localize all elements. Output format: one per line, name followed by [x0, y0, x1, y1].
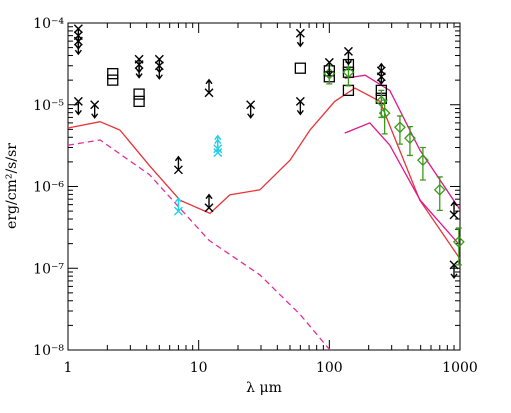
error-bar — [396, 115, 403, 145]
square-marker — [107, 74, 119, 86]
lower-limit — [449, 200, 459, 220]
lower-limit — [204, 193, 214, 213]
error-bar — [381, 99, 388, 135]
lower-limit — [173, 196, 183, 216]
square-marker — [133, 88, 145, 100]
y-tick-label: 10⁻⁸ — [33, 343, 64, 359]
lower-limit — [213, 138, 223, 158]
upper-limit — [343, 46, 353, 66]
y-tick-label: 10⁻⁴ — [33, 16, 64, 32]
upper-limit — [324, 57, 334, 77]
y-tick-label: 10⁻⁶ — [33, 180, 64, 196]
model-curve — [68, 139, 331, 350]
square-marker — [107, 68, 119, 80]
x-tick-label: 10 — [190, 360, 208, 376]
model-curve — [68, 87, 460, 260]
y-tick-label: 10⁻⁷ — [33, 261, 64, 277]
error-bar — [406, 125, 413, 157]
error-bar — [345, 61, 352, 87]
upper-limit — [73, 31, 83, 50]
model-curve — [344, 74, 460, 211]
upper-limit — [90, 100, 100, 119]
diamond-marker — [452, 235, 465, 248]
x-axis-label: λ μm — [246, 380, 282, 396]
diamond-marker — [378, 107, 391, 120]
diamond-marker — [342, 66, 355, 79]
x-tick-label: 1000 — [442, 360, 478, 376]
square-marker — [133, 95, 145, 108]
diamond-marker — [433, 183, 446, 196]
upper-limit — [295, 96, 305, 116]
x-tick-label: 1 — [64, 360, 73, 376]
lower-limit — [173, 155, 183, 175]
x-tick-label: 100 — [316, 360, 343, 376]
square-marker — [294, 62, 306, 74]
error-bar — [436, 176, 443, 212]
upper-limit — [73, 24, 83, 43]
diamond-marker — [416, 154, 429, 167]
diamond-marker — [394, 121, 406, 134]
upper-limit — [134, 60, 144, 79]
upper-limit — [154, 61, 164, 80]
upper-limit — [154, 54, 164, 74]
upper-limit — [73, 96, 83, 116]
upper-limit — [73, 36, 83, 56]
upper-limit — [246, 100, 256, 119]
error-bar — [419, 146, 426, 181]
upper-limit — [134, 54, 144, 74]
upper-limit — [295, 28, 305, 48]
lower-limit — [204, 78, 214, 98]
upper-limit — [449, 260, 459, 280]
y-axis-label: erg/cm²/s/sr — [4, 143, 20, 229]
y-tick-label: 10⁻⁵ — [33, 98, 64, 114]
diamond-marker — [404, 132, 416, 145]
model-curve — [344, 122, 460, 246]
lower-limit — [376, 62, 386, 82]
